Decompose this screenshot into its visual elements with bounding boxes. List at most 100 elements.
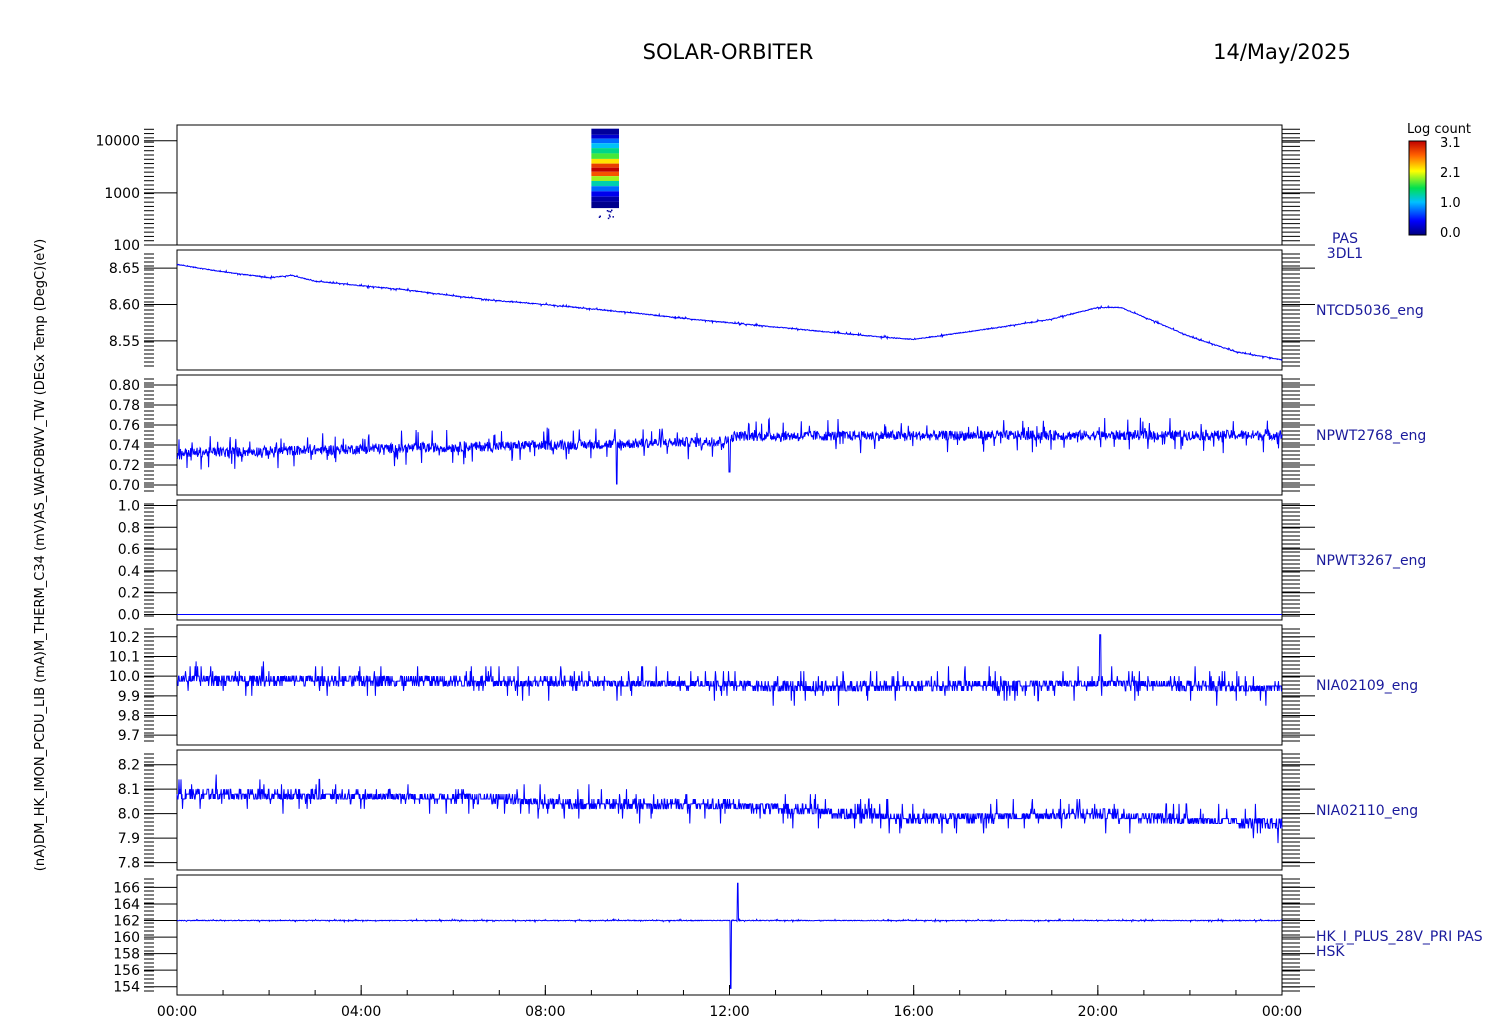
panel-label: HK_I_PLUS_28V_PRI PAS [1316,929,1483,945]
y-tick-label: 0.78 [109,398,140,414]
data-trace [176,417,1283,485]
panel-label: NPWT2768_eng [1316,428,1426,444]
panel-npwt2768: 0.80 0.78 0.76 0.74 0.72 0.70 NPWT2768_eng [109,374,1426,496]
y-tick-label: 164 [113,897,140,913]
date-label: 14/May/2025 [1213,40,1351,64]
spectrogram-cell [591,186,619,192]
y-tick-label: 0.6 [118,542,140,558]
panel-label: NTCD5036_eng [1316,303,1424,319]
data-trace [177,634,1282,706]
spectrogram-speck [608,210,610,213]
minor-ticks [144,378,1300,492]
colorbar-gradient [1408,140,1427,236]
y-tick-label: 0.2 [118,586,140,602]
y-tick-label: 0.8 [118,520,140,536]
spectrogram-speck [609,211,612,213]
minor-ticks [144,253,1300,367]
colorbar-tick: 1.0 [1440,196,1461,211]
x-tick-label: 04:00 [341,1004,381,1020]
spectrogram-speck [607,217,610,220]
spectrogram-cell [591,158,619,164]
y-tick-label: 7.8 [118,856,140,872]
y-tick-label: 9.9 [118,689,140,705]
data-trace [176,774,1283,844]
y-tick-label: 8.55 [109,334,140,350]
spectrogram-cell [591,176,619,181]
panel-frame [176,499,1283,621]
spectrogram-speck [606,209,609,212]
y-tick-label: 1.0 [118,498,140,514]
y-tick-label: 9.7 [118,728,140,744]
colorbar-title: Log count [1407,122,1471,137]
y-tick-label: 8.0 [118,807,140,823]
y-tick-label: 10.2 [109,630,140,646]
panel-nia02109: 10.2 10.1 10.0 9.9 9.8 9.7 NIA02109_eng [109,624,1418,746]
y-tick-label: 1000 [104,186,140,202]
panel-label: PAS [1332,231,1358,247]
data-trace [176,263,1283,361]
x-tick-label: 16:00 [893,1004,933,1020]
spectrogram-cell [591,134,619,139]
y-tick-label: 158 [113,947,140,963]
panel-frame [176,874,1283,996]
colorbar-tick: 3.1 [1440,136,1461,151]
y-tick-label: 10.1 [109,649,140,665]
x-tick-label: 20:00 [1078,1004,1118,1020]
y-tick-label: 0.4 [118,564,140,580]
x-tick-label: 12:00 [709,1004,749,1020]
spectrogram-cell [591,191,619,197]
minor-ticks [144,753,1300,867]
colorbar-tick: 2.1 [1440,166,1461,181]
y-tick-label: 9.8 [118,708,140,724]
panel-label: NIA02110_eng [1316,803,1418,819]
spectrogram-speck [608,214,611,216]
panel-nia02110: 8.2 8.1 8.0 7.9 7.8 NIA02110_eng [118,749,1418,872]
minor-ticks [144,503,1300,617]
left-axis-label: (nA)DM_HK_IMON_PCDU_LIB (mA)M_THERM_C34 … [33,239,48,871]
minor-ticks [144,128,1300,242]
panel-label: NIA02109_eng [1316,678,1418,694]
spectrogram-cell [591,163,619,168]
page-title: SOLAR-ORBITER [643,40,814,64]
panel-frame [176,249,1283,371]
x-tick-label: 08:00 [525,1004,565,1020]
y-tick-label: 166 [113,880,140,896]
spectrogram-speck [610,209,613,212]
spectrogram-cell [591,138,619,144]
spectrogram-cell [591,148,619,154]
y-tick-label: 8.2 [118,758,140,774]
spectrogram-cell [591,180,619,187]
y-tick-label: 8.65 [109,261,140,277]
y-tick-label: 10.0 [109,669,140,685]
colorbar-tick: 0.0 [1440,226,1461,241]
spectrogram-speck [612,216,614,218]
y-tick-label: 160 [113,930,140,946]
spectrogram-cell [591,143,619,149]
y-tick-label: 10000 [95,134,140,150]
y-tick-label: 7.9 [118,831,140,847]
data-trace [176,882,1283,989]
y-tick-label: 0.72 [109,458,140,474]
spectrogram [591,128,619,220]
x-axis: 00:00 04:00 08:00 12:00 16:00 20:00 00:00 [157,985,1302,1020]
spectrogram-speck [599,215,601,218]
spectrogram-cell [591,167,619,172]
y-tick-label: 0.0 [118,608,140,624]
y-tick-label: 8.60 [109,298,140,314]
spectrogram-speck [609,215,611,218]
spectrogram-cell [591,128,619,135]
colorbar: Log count 3.1 2.1 1.0 0.0 [1407,122,1471,241]
spectrogram-cell [591,153,619,159]
panel-ntcd: 8.65 8.60 8.55 NTCD5036_eng [109,249,1424,371]
y-tick-label: 0.74 [109,438,140,454]
y-tick-label: 0.80 [109,378,140,394]
spectrogram-cell [591,201,619,209]
y-tick-label: 156 [113,963,140,979]
spectrogram-cell [591,196,619,202]
y-tick-label: 0.76 [109,418,140,434]
y-tick-label: 8.1 [118,782,140,798]
y-tick-label: 0.70 [109,478,140,494]
